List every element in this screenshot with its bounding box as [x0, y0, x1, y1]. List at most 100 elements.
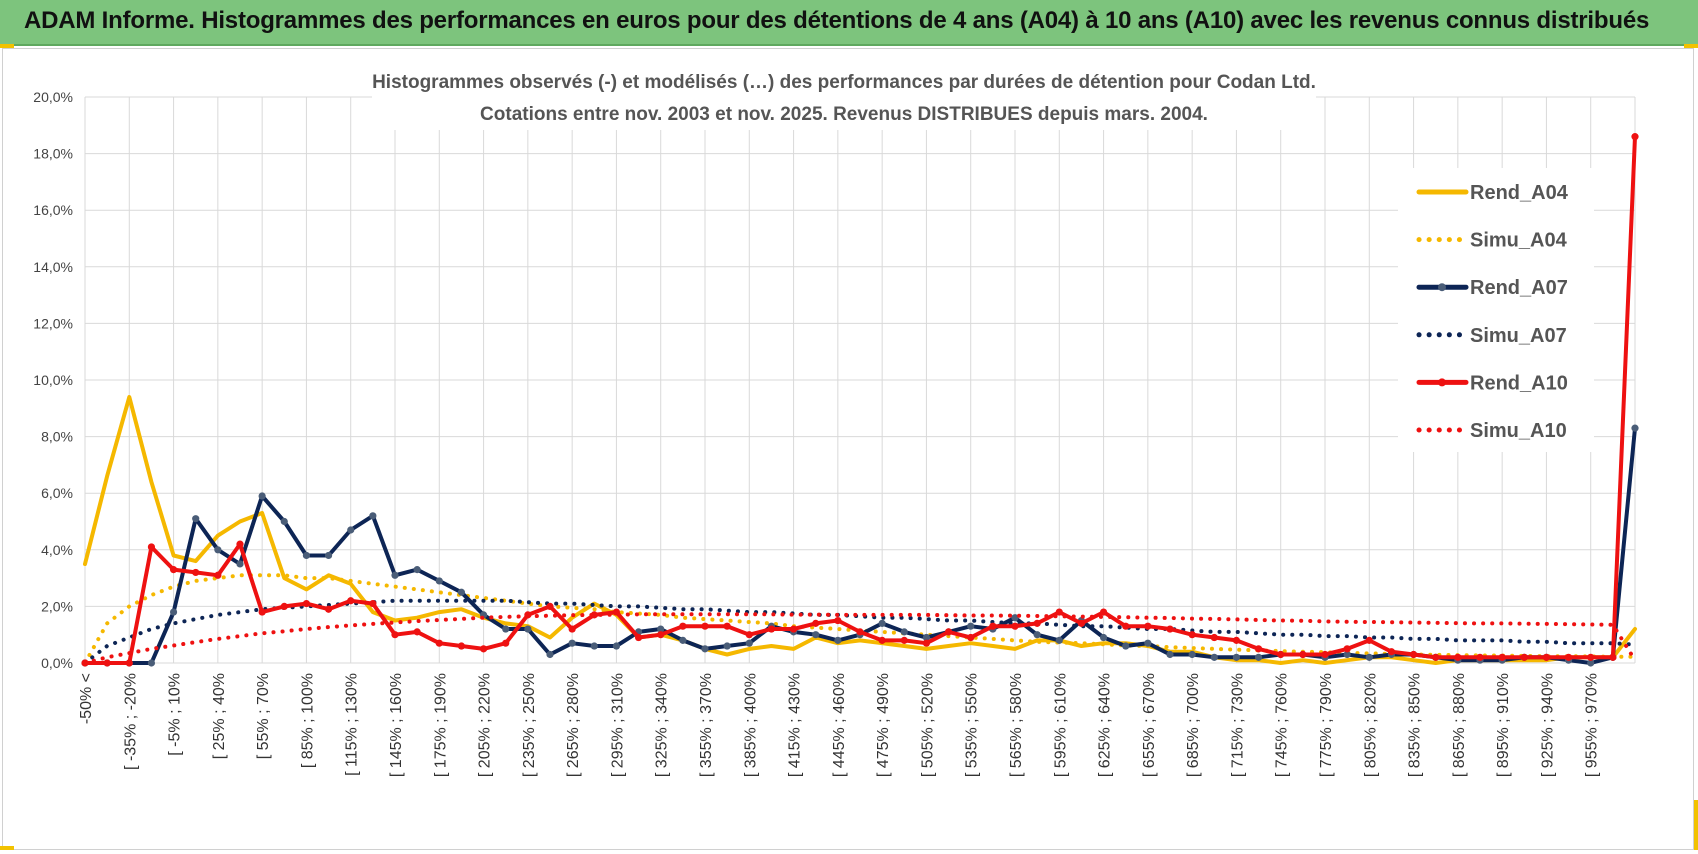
corner-accent-top-right: [1684, 44, 1698, 48]
point-Rend_A10: [302, 599, 311, 608]
point-Rend_A07: [1099, 633, 1108, 642]
point-Rend_A10: [369, 599, 377, 608]
point-Rend_A10: [701, 622, 709, 630]
point-Rend_A10: [1122, 622, 1130, 630]
point-Rend_A10: [546, 602, 554, 611]
y-tick-label: 0,0%: [41, 655, 73, 671]
point-Rend_A10: [103, 659, 111, 667]
point-Rend_A10: [1277, 650, 1285, 659]
line-Simu_A04: [83, 573, 1637, 665]
chart-frame: [2, 48, 1694, 850]
header-banner: ADAM Informe. Histogrammes des performan…: [0, 0, 1698, 46]
legend-label: Simu_A04: [1470, 230, 1568, 252]
point-Rend_A10: [1387, 648, 1396, 656]
point-Rend_A10: [1587, 653, 1595, 661]
point-Rend_A10: [568, 625, 576, 633]
point-Rend_A07: [1033, 631, 1041, 639]
point-Rend_A10: [1232, 636, 1241, 644]
point-Rend_A10: [1011, 622, 1019, 630]
legend-item-Simu_A10: Simu_A10: [1416, 420, 1567, 442]
point-Rend_A07: [236, 560, 244, 568]
legend-marker: [1438, 283, 1446, 292]
point-Rend_A07: [834, 636, 842, 644]
x-tick-label: [ 145% ; 160%: [388, 673, 405, 777]
point-Rend_A07: [1011, 614, 1019, 622]
point-Rend_A10: [900, 636, 908, 644]
point-Rend_A10: [922, 639, 931, 647]
x-tick-label: [ 865% ; 880%: [1451, 673, 1468, 777]
x-tick-label: [ 625% ; 640%: [1097, 673, 1114, 777]
legend-label: Rend_A10: [1470, 372, 1568, 394]
y-tick-label: 4,0%: [41, 542, 73, 558]
x-tick-label: [ 295% ; 310%: [609, 673, 626, 777]
point-Rend_A07: [1254, 653, 1263, 661]
x-tick-label: [ 325% ; 340%: [654, 673, 671, 777]
point-Rend_A10: [1432, 653, 1440, 661]
point-Rend_A10: [1542, 653, 1551, 661]
point-Rend_A10: [856, 628, 864, 636]
point-Rend_A10: [989, 622, 997, 630]
point-Rend_A07: [745, 639, 753, 647]
legend-item-Simu_A04: Simu_A04: [1416, 230, 1568, 252]
point-Rend_A10: [169, 566, 178, 574]
point-Rend_A10: [657, 631, 665, 639]
x-tick-label: [ 565% ; 580%: [1008, 673, 1025, 777]
x-tick-label: [ -35% ; -20%: [122, 673, 139, 770]
y-tick-label: 16,0%: [33, 202, 73, 218]
point-Rend_A10: [125, 659, 133, 667]
point-Rend_A10: [1166, 625, 1174, 633]
x-tick-label: [ 595% ; 610%: [1052, 673, 1069, 777]
point-Rend_A07: [302, 551, 311, 560]
point-Rend_A10: [1365, 636, 1373, 644]
point-Rend_A07: [922, 633, 931, 642]
y-tick-label: 12,0%: [33, 315, 73, 331]
point-Rend_A10: [1033, 619, 1041, 627]
chart-title: Histogrammes observés (-) et modélisés (…: [372, 72, 1316, 93]
chart-subtitle: Cotations entre nov. 2003 et nov. 2025. …: [480, 104, 1208, 125]
point-Rend_A10: [391, 631, 399, 639]
point-Rend_A10: [679, 622, 687, 630]
point-Rend_A10: [457, 642, 466, 650]
x-tick-label: -50% <: [78, 673, 95, 724]
point-Rend_A07: [435, 577, 443, 585]
point-Rend_A10: [1498, 653, 1506, 661]
x-tick-label: [ 175% ; 190%: [432, 673, 449, 777]
point-Rend_A07: [169, 608, 178, 616]
point-Rend_A07: [1122, 642, 1130, 650]
point-Rend_A10: [1055, 608, 1063, 616]
point-Rend_A07: [413, 566, 421, 574]
point-Rend_A10: [1476, 653, 1484, 661]
point-Rend_A10: [1609, 653, 1617, 661]
point-Rend_A10: [1254, 645, 1263, 653]
y-tick-label: 8,0%: [41, 429, 73, 445]
legend-marker: [1438, 378, 1446, 387]
point-Rend_A07: [347, 526, 355, 534]
x-tick-label: [ 775% ; 790%: [1318, 673, 1335, 777]
x-tick-label: [ 655% ; 670%: [1141, 673, 1158, 777]
point-Rend_A10: [967, 633, 975, 642]
point-Rend_A07: [192, 515, 200, 523]
point-Rend_A10: [812, 619, 820, 627]
point-Rend_A10: [1343, 645, 1351, 653]
x-tick-label: [ 55% ; 70%: [255, 673, 272, 759]
x-tick-label: [ 925% ; 940%: [1539, 673, 1556, 777]
point-Rend_A07: [1144, 639, 1152, 647]
y-tick-label: 2,0%: [41, 598, 73, 614]
legend-label: Simu_A10: [1470, 420, 1567, 442]
point-Rend_A07: [1631, 424, 1639, 432]
point-Rend_A07: [324, 551, 333, 560]
point-Rend_A07: [546, 650, 554, 659]
point-Rend_A07: [1587, 659, 1595, 667]
corner-accent-right-edge: [1694, 800, 1698, 850]
y-tick-label: 18,0%: [33, 146, 73, 162]
point-Rend_A10: [944, 628, 953, 636]
point-Rend_A10: [479, 645, 488, 653]
x-tick-label: [ 115% ; 130%: [344, 673, 361, 776]
point-Rend_A07: [723, 642, 731, 650]
x-tick-label: [ -5% ; 10%: [167, 673, 184, 756]
point-Rend_A07: [1232, 653, 1241, 661]
y-tick-label: 6,0%: [41, 485, 73, 501]
point-Rend_A07: [590, 642, 598, 650]
legend-item-Rend_A04: Rend_A04: [1416, 182, 1569, 204]
